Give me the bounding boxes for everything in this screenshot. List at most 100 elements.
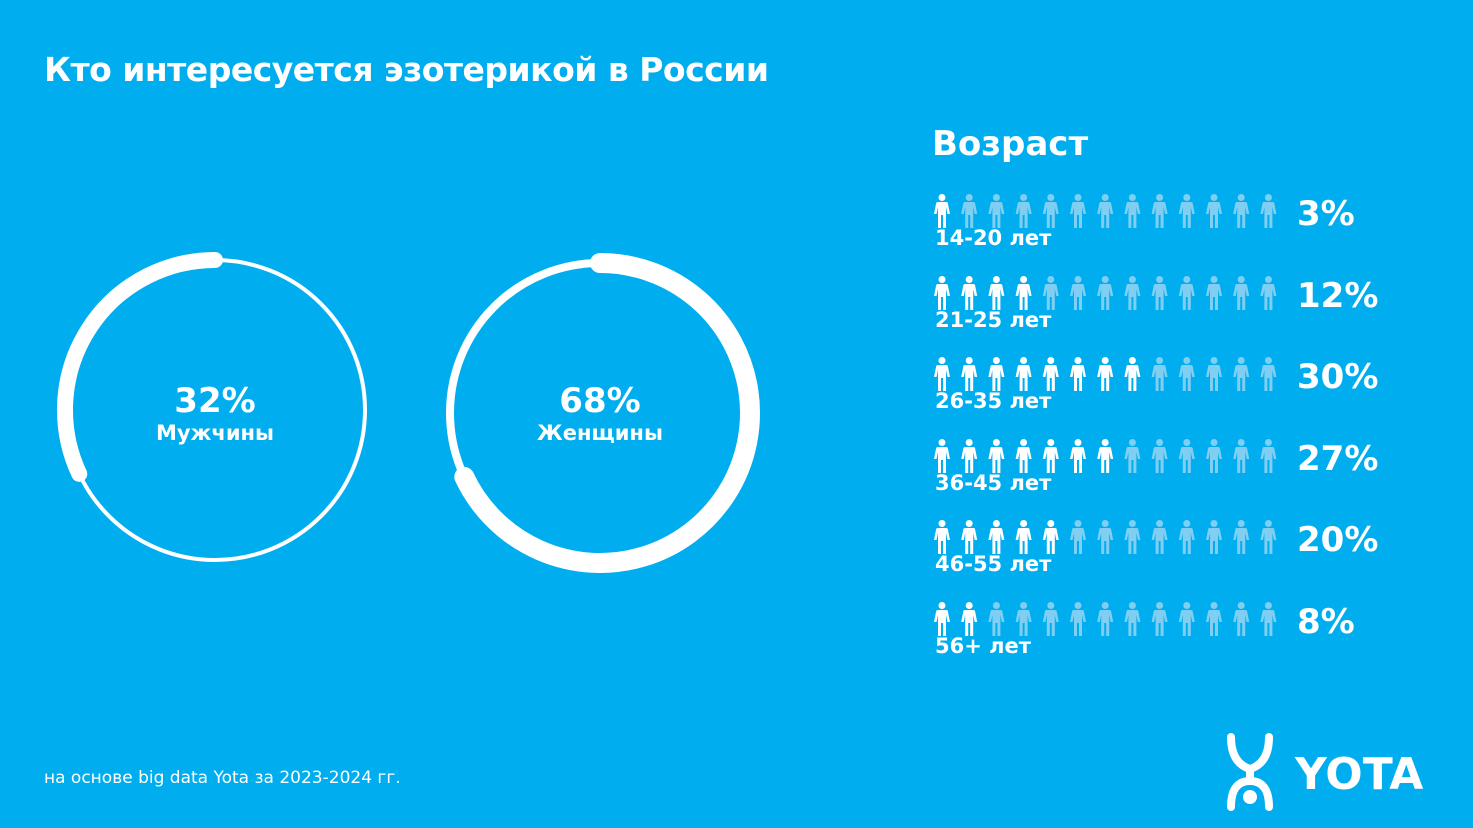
person-icon bbox=[934, 601, 950, 636]
person-icon bbox=[934, 357, 950, 391]
person-icon bbox=[1015, 357, 1032, 391]
person-icon bbox=[1178, 357, 1195, 391]
person-icon bbox=[1015, 438, 1032, 473]
age-row: 26-35 лет 30% bbox=[930, 355, 1410, 435]
person-icon bbox=[988, 357, 1005, 391]
person-icon bbox=[1015, 275, 1032, 310]
person-icon bbox=[1124, 194, 1141, 228]
age-percent: 3% bbox=[1297, 194, 1355, 234]
ring-arc bbox=[454, 253, 760, 573]
person-icon bbox=[1178, 438, 1195, 473]
person-icon bbox=[1097, 601, 1114, 636]
person-icon bbox=[988, 275, 1005, 310]
person-icon bbox=[1233, 520, 1250, 554]
age-row: 36-45 лет 27% bbox=[930, 437, 1410, 517]
person-icon bbox=[1151, 601, 1168, 636]
ring-men bbox=[57, 252, 367, 562]
person-icon bbox=[1124, 520, 1141, 554]
person-icon bbox=[961, 357, 978, 391]
person-icon bbox=[1097, 357, 1114, 391]
person-icon bbox=[1042, 520, 1059, 554]
person-icon bbox=[1042, 438, 1059, 473]
person-icon bbox=[988, 438, 1005, 473]
age-row: 14-20 лет 3% bbox=[930, 192, 1410, 272]
person-icon bbox=[934, 520, 950, 554]
person-icon bbox=[1124, 357, 1141, 391]
person-icon bbox=[961, 438, 978, 473]
person-icon bbox=[988, 601, 1005, 636]
person-icon bbox=[1151, 357, 1168, 391]
age-label: 56+ лет bbox=[935, 633, 1031, 658]
person-icon bbox=[988, 520, 1005, 554]
women-percent: 68% bbox=[559, 381, 641, 421]
person-icon bbox=[1233, 601, 1250, 636]
person-icon bbox=[1070, 357, 1086, 391]
person-icon bbox=[1233, 194, 1250, 228]
age-label: 26-35 лет bbox=[935, 389, 1052, 413]
age-row: 21-25 лет 12% bbox=[930, 274, 1410, 354]
person-icon bbox=[961, 601, 978, 636]
person-icon bbox=[1097, 275, 1114, 310]
person-icon bbox=[1042, 194, 1059, 228]
person-icon bbox=[1260, 357, 1277, 391]
age-percent: 20% bbox=[1297, 520, 1379, 560]
age-percent: 12% bbox=[1297, 275, 1379, 316]
person-icon bbox=[1151, 520, 1168, 554]
person-icon bbox=[961, 520, 978, 554]
person-icon bbox=[1042, 357, 1059, 391]
person-icon bbox=[1260, 520, 1277, 554]
men-percent: 32% bbox=[174, 381, 256, 421]
person-icon bbox=[1042, 601, 1059, 636]
person-icon bbox=[1097, 194, 1114, 228]
person-icon bbox=[1178, 275, 1195, 310]
person-icon bbox=[1151, 275, 1168, 310]
person-icons bbox=[934, 438, 1277, 473]
person-icon bbox=[1151, 194, 1168, 228]
person-icon bbox=[1097, 438, 1114, 473]
age-label: 21-25 лет bbox=[935, 307, 1052, 332]
svg-text:YOTA: YOTA bbox=[1294, 749, 1423, 800]
person-icon bbox=[1070, 438, 1086, 473]
person-icon bbox=[1206, 601, 1222, 636]
person-icon bbox=[1206, 194, 1222, 228]
ring-men-text: 32% Мужчины bbox=[65, 382, 365, 446]
person-icon bbox=[1097, 520, 1114, 554]
women-label: Женщины bbox=[537, 421, 663, 445]
person-icon bbox=[961, 194, 978, 228]
age-percent: 30% bbox=[1297, 357, 1379, 397]
person-icon bbox=[1206, 438, 1222, 473]
person-icons bbox=[934, 275, 1277, 310]
person-icon bbox=[1260, 601, 1277, 636]
men-label: Мужчины bbox=[155, 421, 275, 445]
person-icon bbox=[1260, 194, 1277, 228]
person-icon bbox=[1233, 357, 1250, 391]
person-icon bbox=[1178, 194, 1195, 228]
person-icon bbox=[988, 194, 1005, 228]
person-icon bbox=[1015, 520, 1032, 554]
person-icon bbox=[934, 438, 950, 473]
ring-women bbox=[446, 253, 760, 573]
person-icon bbox=[1151, 438, 1168, 473]
person-icon bbox=[1015, 601, 1032, 636]
person-icon bbox=[1070, 520, 1086, 554]
person-icon bbox=[1233, 438, 1250, 473]
page-title: Кто интересуется эзотерикой в России bbox=[44, 50, 769, 89]
age-label: 46-55 лет bbox=[935, 552, 1052, 576]
age-row: 46-55 лет 20% bbox=[930, 518, 1410, 598]
age-title: Возраст bbox=[932, 124, 1089, 164]
person-icon bbox=[1178, 520, 1195, 554]
ring-women-text: 68% Женщины bbox=[450, 382, 750, 446]
person-icon bbox=[1124, 438, 1141, 473]
person-icons bbox=[934, 601, 1277, 636]
age-label: 14-20 лет bbox=[935, 226, 1052, 250]
person-icon bbox=[1042, 275, 1059, 310]
source-note: на основе big data Yota за 2023-2024 гг. bbox=[44, 768, 401, 788]
person-icon bbox=[1015, 194, 1032, 228]
age-percent: 8% bbox=[1297, 601, 1355, 642]
person-icon bbox=[1233, 275, 1250, 310]
person-icon bbox=[1206, 520, 1222, 554]
ring-arc bbox=[57, 252, 223, 482]
person-icon bbox=[1260, 275, 1277, 310]
person-icon bbox=[1260, 438, 1277, 473]
age-row: 56+ лет 8% bbox=[930, 600, 1410, 680]
